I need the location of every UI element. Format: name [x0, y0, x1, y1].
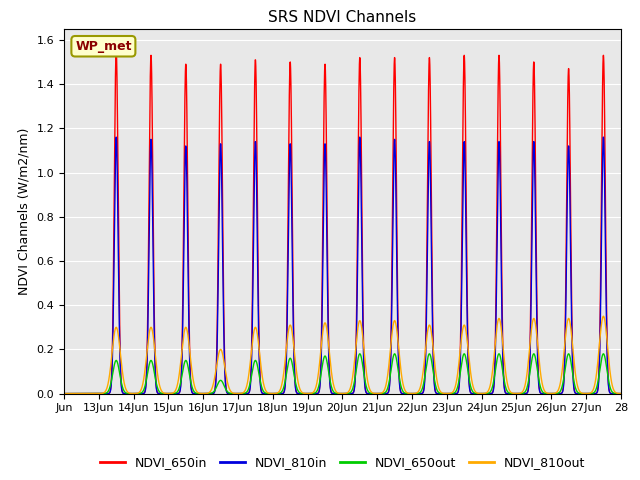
Text: WP_met: WP_met: [75, 40, 132, 53]
Title: SRS NDVI Channels: SRS NDVI Channels: [268, 10, 417, 25]
Y-axis label: NDVI Channels (W/m2/nm): NDVI Channels (W/m2/nm): [18, 128, 31, 295]
Legend: NDVI_650in, NDVI_810in, NDVI_650out, NDVI_810out: NDVI_650in, NDVI_810in, NDVI_650out, NDV…: [95, 451, 590, 474]
